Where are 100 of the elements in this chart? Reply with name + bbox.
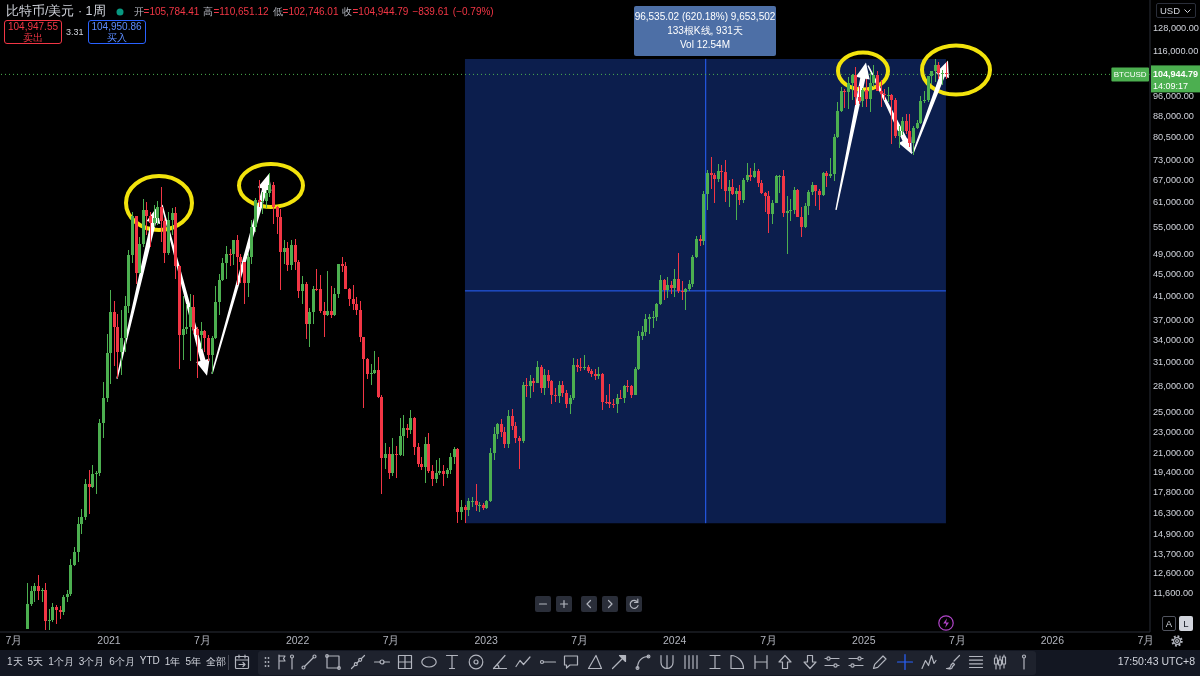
x-tick-label: 7月 [382,634,400,647]
text: 开=105,784.41 高=110,651.12 低=102,746.01 收=104,944.79 −839.61 (−0.79%) [133,5,494,17]
candlestick [203,329,206,353]
candlestick [442,464,445,487]
text: L [1179,616,1193,631]
candlestick [840,86,843,113]
y-tick-label: 11,600.00 [1153,587,1194,598]
y-tick-label: 34,000.00 [1153,334,1194,345]
candlestick [171,207,174,236]
candlestick [145,201,148,236]
candlestick [695,235,698,259]
candlestick [41,587,44,603]
x-tick-label: 7月 [5,634,23,647]
candlestick [431,464,434,487]
x-tick-label: 2024 [663,634,687,647]
candlestick [388,446,391,480]
candlestick [663,278,666,301]
candlestick [395,445,398,479]
candlestick [344,261,347,290]
candlestick [88,469,91,515]
y-tick-label: 12,600.00 [1153,568,1194,579]
candlestick [424,436,427,484]
candlestick [735,187,738,221]
candlestick [919,95,922,125]
y-tick-label: 13,700.00 [1153,548,1194,559]
candlestick [475,483,478,512]
candlestick [449,452,452,475]
candlestick [912,125,915,156]
y-tick-label: 28,000.00 [1153,380,1194,391]
x-tick-label: 7月 [1137,634,1155,647]
candlestick [659,274,662,306]
text: 17:50:43 UTC+8 [1117,655,1195,667]
text: 14:09:17 [1153,80,1189,91]
candlestick [887,86,890,103]
candlestick [286,241,289,272]
candlestick [189,293,192,362]
y-tick-label: 128,000.00 [1153,23,1199,34]
candlestick [616,393,619,414]
y-tick-label: 88,000.00 [1153,111,1194,122]
candlestick [923,90,926,104]
candlestick [890,93,893,145]
candlestick [308,307,311,348]
y-tick-label: 67,000.00 [1153,175,1194,186]
candlestick [941,69,944,86]
candlestick [182,295,185,361]
candlestick [73,546,76,567]
candlestick [847,76,850,110]
y-tick-label: 14,900.00 [1153,528,1194,539]
candlestick [742,177,745,204]
candlestick [409,409,412,435]
candlestick [677,252,680,294]
candlestick [236,234,239,286]
y-tick-label: 80,500.00 [1153,132,1194,143]
candlestick [626,379,629,393]
candlestick [283,239,286,265]
candlestick [156,200,159,226]
candlestick [843,88,846,109]
candlestick [648,313,651,335]
candlestick [706,169,709,211]
candlestick [258,179,261,208]
candlestick [518,435,521,470]
candlestick [196,326,199,379]
candlestick [333,287,336,317]
candlestick [471,496,474,508]
text: USD [1160,5,1181,16]
x-tick-label: 2026 [1040,634,1065,647]
y-tick-label: 45,000.00 [1153,269,1194,280]
y-tick-label: 61,000.00 [1153,197,1194,208]
x-tick-label: 2023 [474,634,498,647]
candlestick [880,79,883,108]
candlestick [525,377,528,398]
y-tick-label: 116,000.00 [1153,46,1199,57]
candlestick [460,499,463,521]
candlestick [818,188,821,211]
candlestick [417,442,420,468]
annotation: 104,950.86 买入 [88,21,145,43]
candlestick [767,190,770,234]
annotation: 3.31 [66,27,84,37]
candlestick [366,357,369,380]
candlestick [402,414,405,457]
candlestick [384,442,387,470]
y-tick-label: 31,000.00 [1153,356,1194,367]
candlestick [91,464,94,489]
y-tick-label: 16,300.00 [1153,507,1194,518]
candlestick [829,157,832,179]
candlestick [192,294,195,334]
x-tick-label: 2025 [852,634,876,647]
y-tick-label: 19,400.00 [1153,466,1194,477]
candlestick [272,181,275,225]
candlestick [583,354,586,371]
text: 104,944.79 [1153,69,1199,80]
x-tick-label: 2022 [285,634,310,647]
candlestick [681,280,684,301]
x-tick-label: 7月 [194,634,211,647]
candlestick [666,276,669,299]
candlestick [540,364,543,394]
y-tick-label: 23,000.00 [1153,426,1194,437]
candlestick [243,261,246,305]
candlestick [55,604,58,625]
x-tick-label: 7月 [571,634,589,647]
